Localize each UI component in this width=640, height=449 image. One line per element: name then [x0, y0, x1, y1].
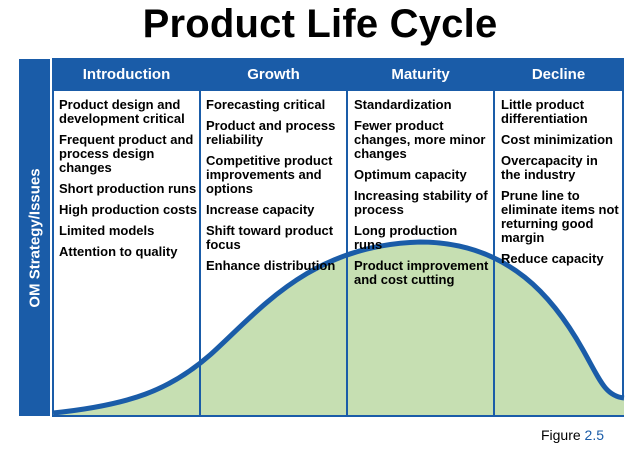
strategy-item: Shift toward product focus — [206, 223, 334, 252]
column-divider — [346, 58, 348, 417]
strategy-item: Fewer product changes, more minor change… — [354, 118, 486, 161]
strategy-item: Little product differentiation — [501, 97, 588, 126]
figure-caption-prefix: Figure — [540, 427, 585, 443]
stage-column-decline: Little product differentiation Cost mini… — [501, 98, 619, 273]
stage-column-growth: Forecasting critical Product and process… — [206, 98, 342, 280]
strategy-item: Overcapacity in the industry — [501, 153, 598, 182]
strategy-item: High production costs — [59, 202, 197, 217]
stage-header-maturity: Maturity — [348, 58, 493, 91]
column-divider — [199, 58, 201, 417]
strategy-item: Product and process reliability — [206, 118, 336, 147]
strategy-item: Cost minimization — [501, 132, 613, 147]
strategy-item: Competitive product improvements and opt… — [206, 153, 333, 196]
life-cycle-curve — [52, 239, 625, 416]
side-label-bar: OM Strategy/Issues — [18, 58, 51, 417]
strategy-item: Optimum capacity — [354, 167, 467, 182]
stage-header-growth: Growth — [201, 58, 346, 91]
strategy-item: Attention to quality — [59, 244, 178, 259]
strategy-item: Prune line to eliminate items not return… — [501, 188, 619, 245]
strategy-item: Increasing stability of process — [354, 188, 488, 217]
stage-header-decline: Decline — [495, 58, 622, 91]
stage-column-introduction: Product design and development critical … — [59, 98, 197, 266]
strategy-item: Increase capacity — [206, 202, 315, 217]
strategy-item: Product improvement and cost cutting — [354, 258, 489, 287]
strategy-item: Short production runs — [59, 181, 197, 196]
strategy-item: Forecasting critical — [206, 97, 326, 112]
stage-column-maturity: Standardization Fewer product changes, m… — [354, 98, 489, 294]
strategy-item: Reduce capacity — [501, 251, 604, 266]
stage-header-introduction: Introduction — [54, 58, 199, 91]
column-divider — [493, 58, 495, 417]
page-title: Product Life Cycle — [142, 2, 498, 46]
strategy-item: Standardization — [354, 97, 452, 112]
figure-caption: Figure 2.5 — [541, 427, 604, 443]
figure-number: 2.5 — [584, 427, 604, 443]
strategy-item: Frequent product and process design chan… — [59, 132, 194, 175]
strategy-item: Long production runs — [354, 223, 458, 252]
strategy-item: Limited models — [59, 223, 155, 238]
strategy-item: Enhance distribution — [206, 258, 336, 273]
life-cycle-area — [53, 242, 624, 415]
strategy-item: Product design and development critical — [59, 97, 185, 126]
